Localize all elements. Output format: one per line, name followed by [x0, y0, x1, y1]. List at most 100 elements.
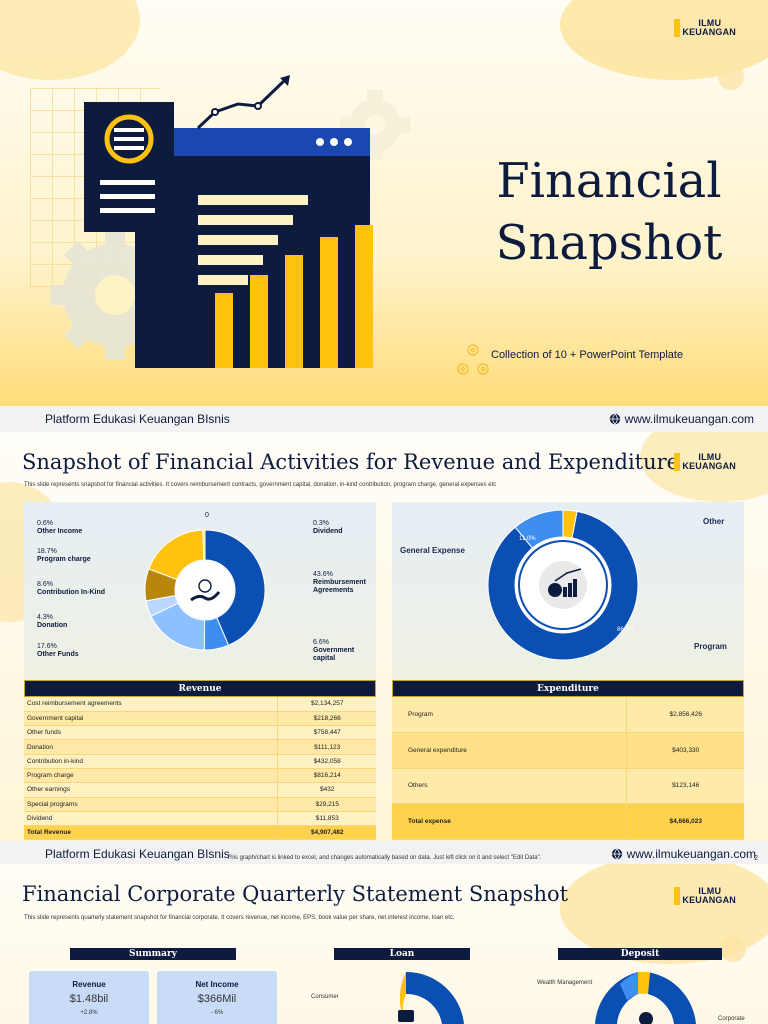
table-row: Program charge $816,214: [24, 768, 376, 784]
table-cell-item: General expenditure: [392, 732, 627, 769]
expenditure-label-general: General Expense: [400, 546, 465, 555]
subtitle: Collection of 10 + PowerPoint Template: [491, 349, 684, 361]
table-cell-item: Other funds: [24, 725, 278, 741]
donut-hole: [176, 561, 234, 619]
footer-website[interactable]: www.ilmukeuangan.com: [609, 412, 754, 426]
donut-slice-program: [487, 510, 639, 661]
slide-title: Financial Corporate Quarterly Statement …: [22, 882, 569, 906]
expenditure-label-other: Other: [703, 517, 725, 526]
slide-title: Snapshot of Financial Activities for Rev…: [22, 450, 680, 474]
bar-icon: [573, 579, 577, 597]
deposit-header: Deposit: [558, 948, 722, 960]
table-row: Program $2,856,426: [392, 697, 744, 733]
table-row: Dividend $11,853: [24, 811, 376, 827]
table-cell-item: Other earnings: [24, 782, 278, 798]
net-income-card: Net Income $366Mil - 6%: [157, 971, 277, 1024]
revenue-chart-panel: 0 0.6% Other Income 18.7% Program charge 8…: [24, 502, 376, 680]
revenue-label-contribution: 8.6% Contribution In-Kind: [37, 581, 106, 596]
footer-tagline: Platform Edukasi Keuangan BIsnis: [45, 847, 230, 861]
quarterly-statement-slide: Financial Corporate Quarterly Statement …: [0, 864, 768, 1024]
footer-url[interactable]: www.ilmukeuangan.com: [624, 412, 754, 426]
expenditure-chart-panel: General Expense Other Program 11.0% 86.0…: [392, 502, 744, 680]
table-cell-value: $816,214: [277, 768, 376, 784]
inner-ring: [518, 540, 608, 630]
expenditure-table-header: Expenditure: [392, 680, 744, 697]
table-cell-value: $218,266: [277, 711, 376, 727]
deposit-donut-chart: [595, 971, 696, 1024]
title-slide: ILMU KEUANGAN: [0, 0, 768, 432]
table-row: Contribution in-kind $432,058: [24, 754, 376, 769]
globe-icon: [611, 848, 622, 860]
table-cell-item: Donation: [24, 739, 278, 755]
table-cell-value: $432,058: [277, 754, 376, 769]
table-cell-item: Special programs: [24, 797, 278, 812]
bg-circle: [718, 64, 744, 90]
footer-url[interactable]: www.ilmukeuangan.com: [626, 847, 756, 861]
donut-slice-other-income: [202, 529, 206, 561]
edit-data-note: This graph/chart is linked to excel, and…: [226, 855, 542, 861]
dollar-coin-icon: [548, 583, 562, 597]
footer-bar: Platform Edukasi Keuangan BIsnis www.ilm…: [0, 841, 768, 864]
slide-description: This slide represents quarterly statemen…: [24, 915, 455, 921]
revenue-label-donation: 4.3% Donation: [37, 614, 68, 629]
table-cell-item: Government capital: [24, 711, 278, 727]
loan-donut-chart: [398, 971, 464, 1024]
table-cell-value: $29,215: [277, 797, 376, 812]
bg-circle: [720, 936, 746, 962]
table-cell-value: $2,134,257: [277, 697, 376, 712]
table-cell-value: $111,123: [277, 739, 376, 755]
table-cell-value: $432: [277, 782, 376, 798]
loan-header: Loan: [334, 948, 470, 960]
table-cell-item: Dividend: [24, 811, 278, 827]
footer-tagline: Platform Edukasi Keuangan BIsnis: [45, 412, 230, 426]
bg-blob: [0, 0, 140, 80]
table-row: Special programs $29,215: [24, 797, 376, 812]
revenue-label-other-funds: 17.6% Other Funds: [37, 643, 79, 658]
table-row: Cost reimbursement agreements $2,134,257: [24, 697, 376, 712]
table-cell-item: Total expense: [392, 803, 627, 840]
globe-icon: [609, 413, 620, 425]
table-cell-item: Total Revenue: [24, 825, 278, 841]
loan-label-consumer: Consumer: [311, 994, 339, 1000]
table-cell-value: $11,853: [277, 811, 376, 827]
table-row: Other earnings $432: [24, 782, 376, 798]
table-cell-value: $403,330: [626, 732, 744, 769]
revenue-table: Cost reimbursement agreements $2,134,257 G…: [24, 697, 376, 841]
page-title: Financial Snapshot: [495, 153, 723, 271]
expenditure-table: Program $2,856,426 General expenditure $403…: [392, 697, 744, 840]
slide-description: This slide represents snapshot for finan…: [24, 482, 497, 488]
brand-logo: ILMU KEUANGAN: [674, 453, 736, 471]
table-cell-value: $2,856,426: [626, 697, 744, 733]
page-number: 2: [754, 855, 758, 862]
expenditure-pct-program: 86.0%: [617, 627, 635, 633]
table-cell-value: $758,447: [277, 725, 376, 741]
trend-arrow-icon: [554, 568, 582, 582]
table-cell-item: Program charge: [24, 768, 278, 784]
revenue-label-government: 6.6% Government capital: [313, 639, 355, 662]
revenue-label-other-income: 0.6% Other Income: [37, 520, 83, 535]
gears-icon: [457, 344, 489, 375]
expenditure-pct-general: 11.0%: [519, 536, 536, 542]
table-cell-item: Cost reimbursement agreements: [24, 697, 278, 712]
brand-logo: ILMU KEUANGAN: [674, 887, 736, 905]
deposit-label-wealth: Wealth Management: [537, 980, 593, 986]
table-row: Other funds $758,447: [24, 725, 376, 741]
revenue-label-dividend: 0.3% Dividend: [313, 520, 343, 535]
footer-bar: Platform Edukasi Keuangan BIsnis www.ilm…: [0, 406, 768, 432]
brand-logo: ILMU KEUANGAN: [674, 19, 736, 37]
revenue-card: Revenue $1.48bil +2.8%: [29, 971, 149, 1024]
icon-circle: [539, 561, 587, 609]
deposit-label-corporate: Corporate: [718, 1016, 745, 1022]
table-row: General expenditure $403,330: [392, 732, 744, 769]
table-row: Total expense $4,666,023: [392, 803, 744, 840]
expenditure-donut-chart: [487, 509, 639, 661]
bar-icon: [568, 583, 572, 597]
bar-icon: [563, 587, 567, 597]
revenue-expenditure-slide: Snapshot of Financial Activities for Rev…: [0, 432, 768, 864]
hand-icon: [190, 591, 221, 602]
table-row: Donation $111,123: [24, 739, 376, 755]
expenditure-label-program: Program: [694, 642, 727, 651]
donut-slice-reimbursement: [204, 529, 266, 646]
footer-website[interactable]: www.ilmukeuangan.com: [611, 847, 756, 861]
table-cell-value: $123,146: [626, 768, 744, 804]
